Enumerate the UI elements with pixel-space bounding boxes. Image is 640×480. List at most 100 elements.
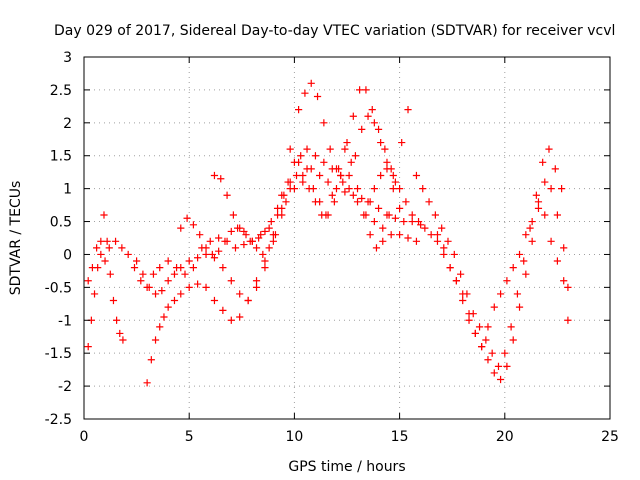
data-point (299, 178, 307, 186)
x-tick-label: 20 (496, 429, 514, 445)
data-point (322, 211, 330, 219)
data-point (370, 119, 378, 127)
data-point (124, 250, 132, 259)
data-point (494, 362, 503, 370)
data-point (265, 244, 273, 252)
data-point (147, 356, 155, 364)
data-point (303, 145, 311, 153)
y-tick-label: 0 (63, 247, 72, 263)
data-point (391, 214, 399, 222)
data-point (377, 171, 385, 180)
data-point (358, 194, 366, 203)
data-point (217, 175, 225, 183)
data-point (438, 224, 446, 232)
data-point (326, 145, 334, 153)
data-point (553, 257, 561, 265)
series-arc-9 (84, 211, 127, 351)
data-point (143, 379, 151, 387)
data-point (261, 257, 269, 265)
y-tick-label: 0.5 (50, 215, 72, 231)
data-point (84, 343, 92, 351)
data-point (261, 264, 269, 272)
data-point (339, 178, 347, 186)
y-tick-label: -1 (58, 313, 72, 329)
series-arc-2 (133, 145, 421, 305)
data-point (515, 303, 524, 311)
data-point (431, 211, 439, 219)
data-point (560, 277, 568, 285)
data-point (280, 191, 288, 199)
grid-lines (84, 57, 610, 419)
data-point (515, 250, 524, 259)
x-tick-label: 15 (391, 429, 409, 445)
data-point (97, 237, 105, 245)
data-point (244, 296, 252, 305)
data-point (459, 290, 467, 298)
data-point (482, 336, 490, 344)
data-point (106, 270, 114, 278)
data-point (181, 270, 189, 278)
data-point (206, 237, 214, 245)
data-point (137, 277, 145, 285)
data-point (223, 191, 231, 199)
y-tick-label: -1.5 (45, 346, 72, 362)
data-point (227, 227, 235, 236)
data-point (290, 158, 298, 166)
data-point (370, 185, 378, 193)
data-point (488, 349, 496, 357)
data-point (402, 198, 410, 206)
x-tick-label: 10 (285, 429, 303, 445)
data-point (93, 244, 101, 252)
series-arc-1 (84, 165, 425, 291)
data-point (97, 250, 105, 259)
data-point (412, 171, 421, 180)
data-point (303, 165, 311, 173)
data-point (219, 306, 227, 314)
data-point (558, 185, 566, 193)
data-point (509, 264, 517, 272)
data-point (101, 257, 109, 265)
data-point (227, 316, 235, 324)
data-point (404, 106, 412, 114)
data-point (534, 204, 543, 212)
data-point (547, 185, 555, 193)
data-point (440, 250, 448, 259)
data-point (282, 198, 290, 206)
axis-ticks (83, 56, 611, 420)
data-point (471, 329, 479, 338)
data-point (334, 165, 343, 173)
data-point (316, 198, 324, 206)
data-point (164, 257, 172, 265)
data-point (156, 264, 164, 272)
data-point (278, 211, 286, 219)
data-point (353, 185, 362, 193)
data-point (419, 185, 427, 193)
data-point (475, 323, 484, 331)
y-tick-label: -2.5 (45, 412, 72, 428)
data-point (534, 198, 543, 206)
data-point (299, 171, 307, 180)
data-point (151, 290, 160, 298)
data-point (151, 336, 160, 344)
data-point (379, 224, 387, 232)
data-point (320, 158, 328, 166)
data-point (501, 349, 509, 357)
data-point (379, 237, 387, 245)
data-point (219, 264, 227, 272)
data-point (396, 204, 404, 212)
data-point (459, 296, 467, 305)
data-point (564, 316, 572, 324)
data-point (313, 92, 322, 101)
data-point (307, 79, 315, 87)
data-point (301, 89, 309, 97)
data-point (446, 264, 454, 272)
data-point (236, 290, 244, 298)
data-point (330, 198, 338, 206)
x-tick-label: 25 (601, 429, 619, 445)
data-point (541, 178, 549, 186)
data-point (408, 211, 416, 219)
data-point (194, 254, 202, 262)
data-point (383, 165, 391, 173)
data-point (383, 158, 391, 166)
